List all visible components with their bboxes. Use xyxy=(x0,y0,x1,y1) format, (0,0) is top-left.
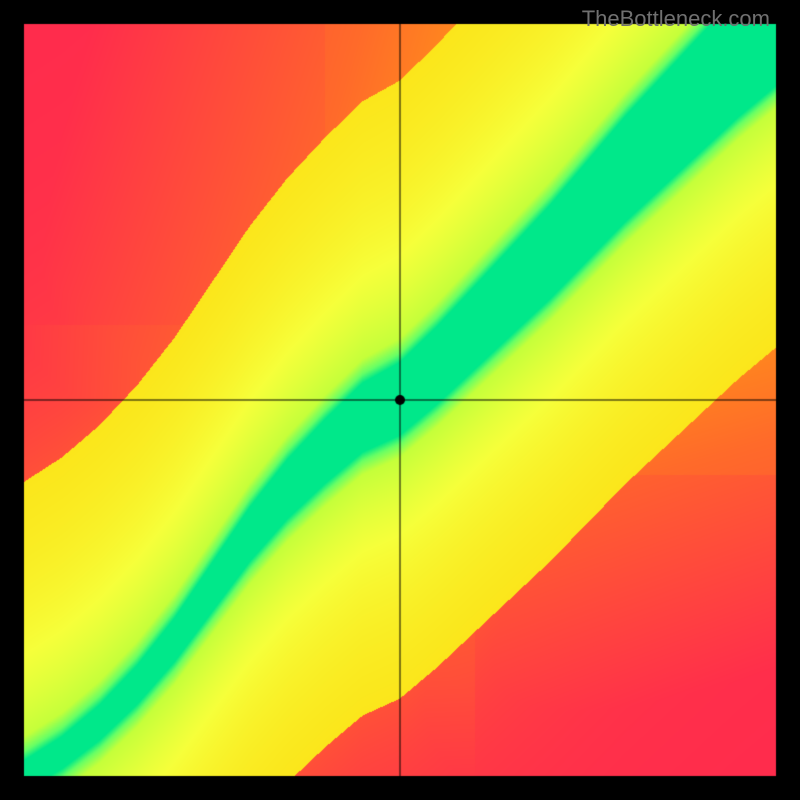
watermark-text: TheBottleneck.com xyxy=(582,6,770,32)
chart-container: TheBottleneck.com xyxy=(0,0,800,800)
heatmap-canvas xyxy=(0,0,800,800)
